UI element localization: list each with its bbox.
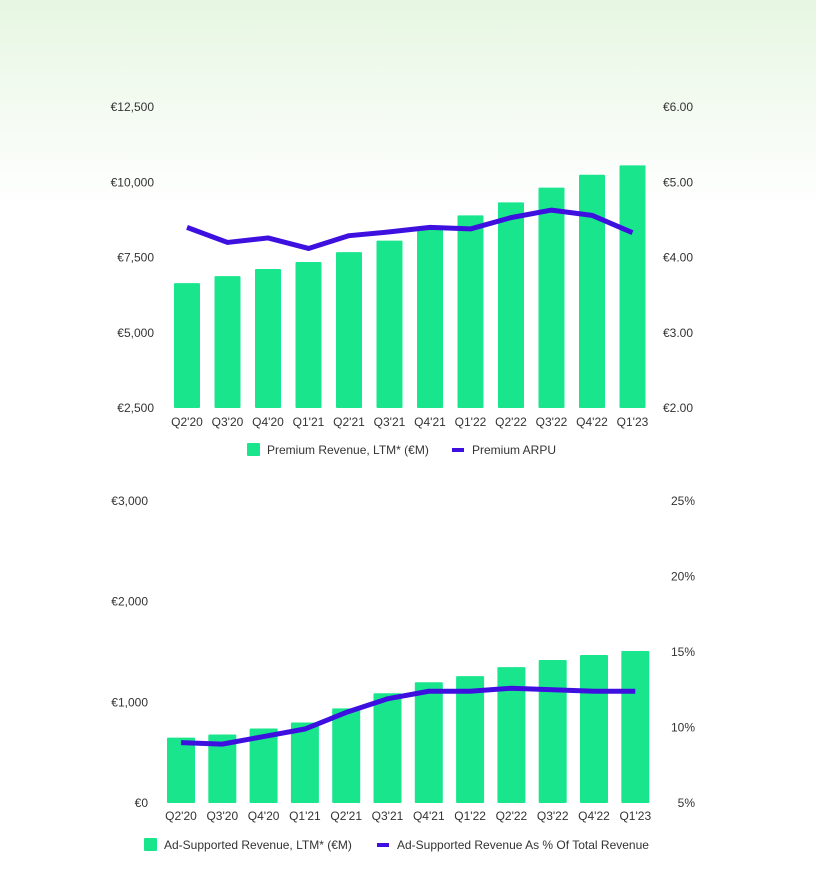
x-axis-tick-label: Q4'20 xyxy=(252,415,284,429)
x-axis-tick-label: Q3'22 xyxy=(536,415,568,429)
bar xyxy=(255,268,281,408)
x-axis-tick-label: Q3'21 xyxy=(374,415,406,429)
bar xyxy=(538,187,565,408)
right-axis-tick-label: 5% xyxy=(678,796,696,810)
x-axis-tick-label: Q3'20 xyxy=(212,415,244,429)
chart-1 xyxy=(174,165,646,456)
bar xyxy=(457,215,484,408)
x-axis-tick-label: Q3'22 xyxy=(537,809,569,823)
bar xyxy=(214,276,241,408)
left-axis-tick-label: €10,000 xyxy=(111,175,155,189)
left-axis-tick-label: €0 xyxy=(135,796,149,810)
x-axis-tick-label: Q2'20 xyxy=(165,809,197,823)
x-axis-tick-label: Q4'20 xyxy=(248,809,280,823)
bar xyxy=(249,728,278,803)
bar xyxy=(332,708,361,803)
x-axis-tick-label: Q2'21 xyxy=(333,415,365,429)
right-axis-tick-label: 20% xyxy=(671,570,695,584)
legend-label-bar: Premium Revenue, LTM* (€M) xyxy=(267,443,429,457)
right-axis-tick-label: €6.00 xyxy=(663,100,693,114)
right-axis-tick-label: 10% xyxy=(671,721,695,735)
left-axis-tick-label: €7,500 xyxy=(117,251,154,265)
left-axis-tick-label: €2,000 xyxy=(111,595,148,609)
legend-swatch-bar xyxy=(247,443,260,456)
right-axis-tick-label: 15% xyxy=(671,645,695,659)
bar xyxy=(290,722,319,803)
bar xyxy=(417,226,443,408)
x-axis-tick-label: Q2'20 xyxy=(171,415,203,429)
chart-2 xyxy=(144,650,650,851)
legend-label-bar: Ad-Supported Revenue, LTM* (€M) xyxy=(164,838,352,852)
legend-swatch-bar xyxy=(144,838,157,851)
bar xyxy=(208,734,237,803)
x-axis-tick-label: Q1'23 xyxy=(617,415,649,429)
left-axis-tick-label: €5,000 xyxy=(117,326,154,340)
left-axis-tick-label: €3,000 xyxy=(111,494,148,508)
x-axis-tick-label: Q2'22 xyxy=(496,809,528,823)
bar xyxy=(621,650,650,803)
left-axis-tick-label: €12,500 xyxy=(111,100,155,114)
bar xyxy=(336,252,362,408)
series-line xyxy=(180,685,636,747)
bar xyxy=(456,676,485,803)
right-axis-tick-label: €3.00 xyxy=(663,326,693,340)
x-axis-tick-label: Q2'21 xyxy=(330,809,362,823)
x-axis-tick-label: Q4'22 xyxy=(578,809,610,823)
bar xyxy=(580,655,608,803)
right-axis-tick-label: €4.00 xyxy=(663,251,693,265)
right-axis-tick-label: €2.00 xyxy=(663,401,693,415)
bar xyxy=(538,660,567,803)
bar xyxy=(174,283,200,408)
left-axis-tick-label: €2,500 xyxy=(117,401,154,415)
x-axis-tick-label: Q1'23 xyxy=(619,809,651,823)
x-axis-tick-label: Q1'22 xyxy=(455,415,487,429)
bar xyxy=(498,202,524,408)
x-axis-tick-label: Q3'21 xyxy=(372,809,404,823)
left-axis-tick-label: €1,000 xyxy=(111,695,148,709)
x-axis-tick-label: Q1'21 xyxy=(293,415,325,429)
bar xyxy=(579,174,605,408)
right-axis-tick-label: €5.00 xyxy=(663,175,693,189)
x-axis-tick-label: Q1'22 xyxy=(454,809,486,823)
bar xyxy=(619,165,646,408)
legend-label-line: Ad-Supported Revenue As % Of Total Reven… xyxy=(397,838,649,852)
bar xyxy=(167,737,195,803)
x-axis-tick-label: Q4'21 xyxy=(414,415,446,429)
series-line xyxy=(186,207,634,251)
bar xyxy=(497,667,526,803)
x-axis-tick-label: Q4'22 xyxy=(576,415,608,429)
x-axis-tick-label: Q4'21 xyxy=(413,809,445,823)
bar xyxy=(414,682,443,803)
bar xyxy=(295,262,322,408)
right-axis-tick-label: 25% xyxy=(671,494,695,508)
x-axis-tick-label: Q3'20 xyxy=(206,809,238,823)
x-axis-tick-label: Q1'21 xyxy=(289,809,321,823)
legend-label-line: Premium ARPU xyxy=(472,443,556,457)
bar xyxy=(376,240,403,408)
bar xyxy=(373,693,402,803)
x-axis-tick-label: Q2'22 xyxy=(495,415,527,429)
